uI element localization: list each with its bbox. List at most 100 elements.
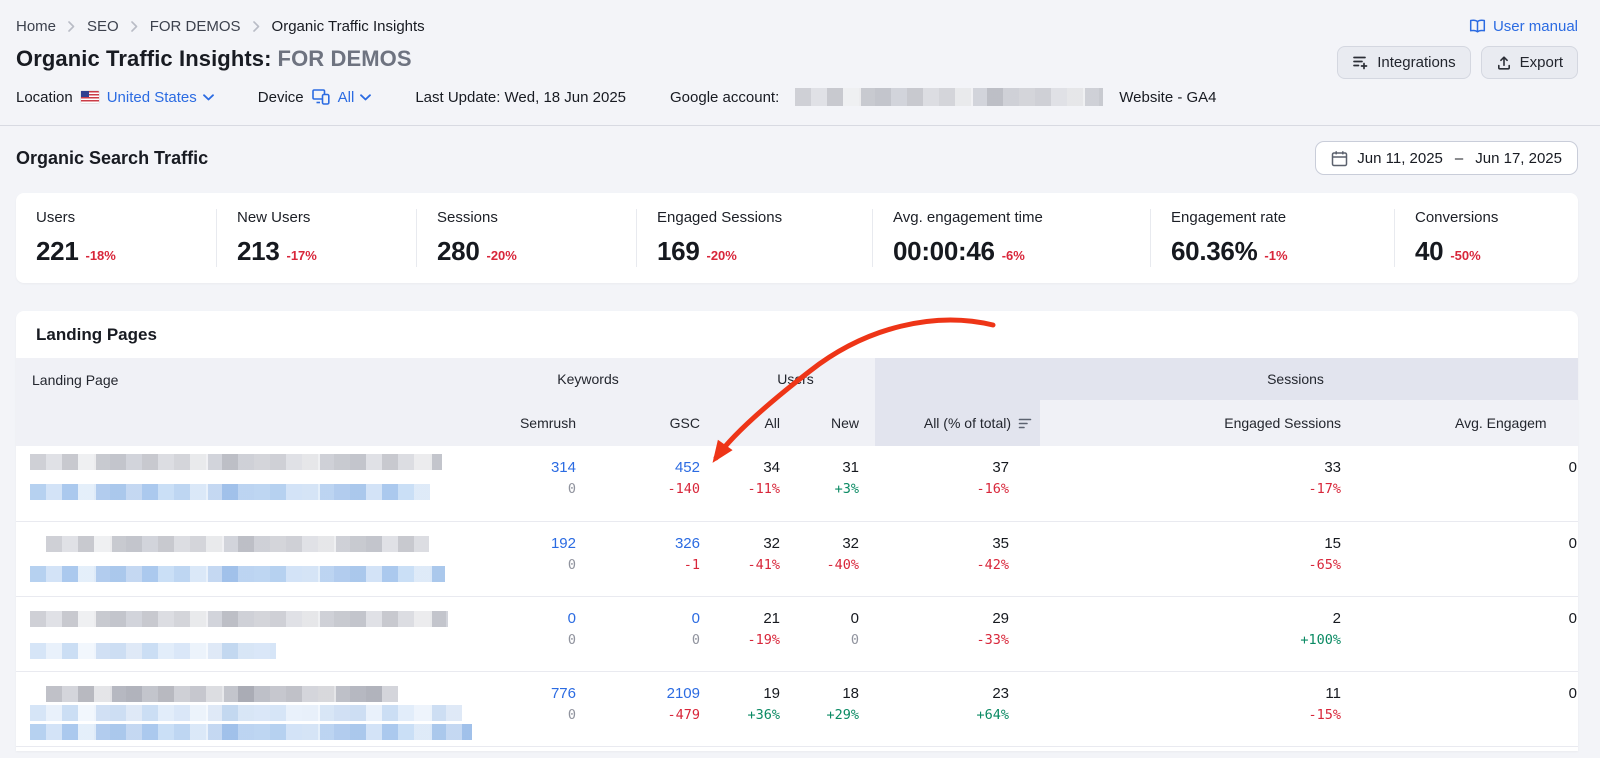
organic-search-traffic-header: Organic Search Traffic Jun 11, 2025 – Ju…	[16, 141, 1578, 175]
users-new-delta: -40%	[826, 556, 859, 573]
metric-label: New Users	[237, 209, 311, 226]
user-manual-label: User manual	[1492, 18, 1578, 35]
users-all-delta: +36%	[747, 706, 780, 723]
metric-value: 40	[1415, 236, 1444, 266]
breadcrumb-seo[interactable]: SEO	[87, 18, 119, 35]
landing-page-cell	[16, 671, 472, 747]
users-new-value: 0	[850, 609, 859, 627]
metric-label: Users	[36, 209, 76, 226]
cell-users-all: 34 -11%	[716, 446, 796, 522]
gsc-delta: 0	[691, 631, 700, 648]
export-button[interactable]: Export	[1480, 46, 1578, 79]
users-all-value: 21	[763, 609, 780, 627]
metrics-summary-card: Users 221 -18% New Users 213 -17% Sessions 280-…	[16, 193, 1578, 283]
gsc-value[interactable]: 0	[691, 609, 700, 627]
metric-value: 00:00:46	[893, 236, 995, 266]
metric-value: 213	[237, 236, 280, 266]
chevron-down-icon	[360, 93, 372, 101]
table-row: 314 0 452 -140 34 -11% 31 +3% 37 -16% 33 -17% 0	[16, 446, 1578, 522]
semrush-value[interactable]: 776	[550, 684, 576, 702]
device-dropdown[interactable]: All	[338, 89, 372, 106]
blurred-page-url[interactable]	[30, 484, 430, 500]
gsc-value[interactable]: 2109	[666, 684, 700, 702]
cell-gsc: 452 -140	[592, 446, 716, 522]
avg-engagement-value: 0	[1568, 609, 1577, 627]
semrush-value[interactable]: 314	[550, 459, 576, 476]
top-bar: Home SEO FOR DEMOS Organic Traffic Insig…	[16, 0, 1578, 35]
metric-avg-engagement-time: Avg. engagement time 00:00:46 -6%	[872, 209, 1150, 267]
location-dropdown[interactable]: United States	[107, 89, 214, 106]
column-users-new[interactable]: New	[796, 400, 875, 446]
last-update: Last Update: Wed, 18 Jun 2025	[415, 89, 626, 106]
breadcrumb-project[interactable]: FOR DEMOS	[149, 18, 241, 35]
integrations-label: Integrations	[1377, 54, 1456, 71]
engaged-sessions-value: 15	[1324, 534, 1341, 552]
integrations-button[interactable]: Integrations	[1337, 46, 1471, 79]
metric-delta: -17%	[286, 248, 317, 263]
blurred-page-url[interactable]	[30, 723, 472, 740]
metric-engagement-rate: Engagement rate 60.36% -1%	[1150, 209, 1394, 267]
blurred-page-title	[46, 535, 429, 552]
export-icon	[1496, 55, 1512, 71]
column-group-sessions: Sessions	[875, 358, 1578, 400]
semrush-delta: 0	[567, 481, 576, 497]
cell-users-all: 19 +36%	[716, 671, 796, 747]
table-row: 0 0 0 0 21 -19% 0 0 29 -33% 2 +100% 0	[16, 596, 1578, 672]
metric-label: Conversions	[1415, 209, 1499, 226]
semrush-value[interactable]: 0	[567, 609, 576, 627]
date-range-picker[interactable]: Jun 11, 2025 – Jun 17, 2025	[1315, 141, 1578, 175]
engaged-sessions-value: 33	[1324, 459, 1341, 476]
table-row: 192 0 326 -1 32 -41% 32 -40% 35 -42% 15 -65% 0	[16, 521, 1578, 597]
cell-sessions-all: 23 +64%	[875, 671, 1040, 747]
cell-users-new: 32 -40%	[796, 521, 875, 597]
title-row: Organic Traffic Insights: FOR DEMOS Integ…	[16, 46, 1578, 79]
landing-pages-table-wrap: Landing Page Keywords Users Sessions Sem…	[16, 358, 1578, 747]
landing-pages-title: Landing Pages	[36, 325, 157, 344]
cell-sessions-all: 35 -42%	[875, 521, 1040, 597]
column-group-keywords: Keywords	[460, 358, 716, 400]
column-gsc[interactable]: GSC	[592, 400, 716, 446]
sessions-all-value: 37	[992, 459, 1009, 476]
users-all-delta: -41%	[747, 556, 780, 573]
engaged-sessions-delta: -65%	[1308, 556, 1341, 573]
metric-engaged-sessions: Engaged Sessions 169 -20%	[636, 209, 872, 267]
breadcrumb-current: Organic Traffic Insights	[271, 18, 425, 35]
chevron-right-icon	[68, 21, 75, 32]
cell-sessions-all: 37 -16%	[875, 446, 1040, 522]
landing-page-cell	[16, 521, 460, 597]
blurred-page-url[interactable]	[30, 642, 276, 659]
column-engaged-sessions[interactable]: Engaged Sessions	[1040, 400, 1357, 446]
chevron-down-icon	[202, 93, 214, 101]
page-title-project: FOR DEMOS	[277, 46, 412, 71]
date-end: Jun 17, 2025	[1475, 149, 1562, 167]
cell-engaged-sessions: 15 -65%	[1040, 521, 1357, 597]
column-users-all[interactable]: All	[716, 400, 796, 446]
sessions-all-label: All (% of total)	[923, 415, 1011, 431]
chevron-right-icon	[130, 21, 138, 32]
column-sessions-all[interactable]: All (% of total)	[875, 400, 1040, 446]
metric-delta: -6%	[1001, 248, 1025, 263]
landing-page-cell	[16, 596, 460, 672]
blurred-page-url[interactable]	[30, 565, 445, 582]
metric-label: Sessions	[437, 209, 498, 226]
us-flag-icon	[80, 91, 99, 103]
device-filter: Device All	[258, 89, 372, 106]
users-all-value: 34	[763, 459, 780, 476]
column-avg-engagement[interactable]: Avg. Engagem	[1357, 400, 1578, 446]
gsc-value[interactable]: 326	[674, 534, 700, 552]
cell-users-all: 32 -41%	[716, 521, 796, 597]
date-separator: –	[1454, 149, 1464, 167]
breadcrumb-home[interactable]: Home	[16, 18, 57, 35]
sessions-all-delta: +64%	[976, 706, 1009, 723]
metric-users: Users 221 -18%	[16, 209, 216, 267]
blurred-page-url[interactable]	[30, 704, 462, 721]
cell-gsc: 326 -1	[592, 521, 716, 597]
cell-semrush: 776 0	[460, 671, 592, 747]
page-title-text: Organic Traffic Insights:	[16, 46, 272, 71]
breadcrumb: Home SEO FOR DEMOS Organic Traffic Insig…	[16, 18, 425, 35]
gsc-value[interactable]: 452	[674, 459, 700, 476]
column-semrush[interactable]: Semrush	[460, 400, 592, 446]
semrush-value[interactable]: 192	[550, 534, 576, 552]
column-landing-page: Landing Page	[16, 358, 460, 446]
user-manual-link[interactable]: User manual	[1469, 18, 1578, 35]
